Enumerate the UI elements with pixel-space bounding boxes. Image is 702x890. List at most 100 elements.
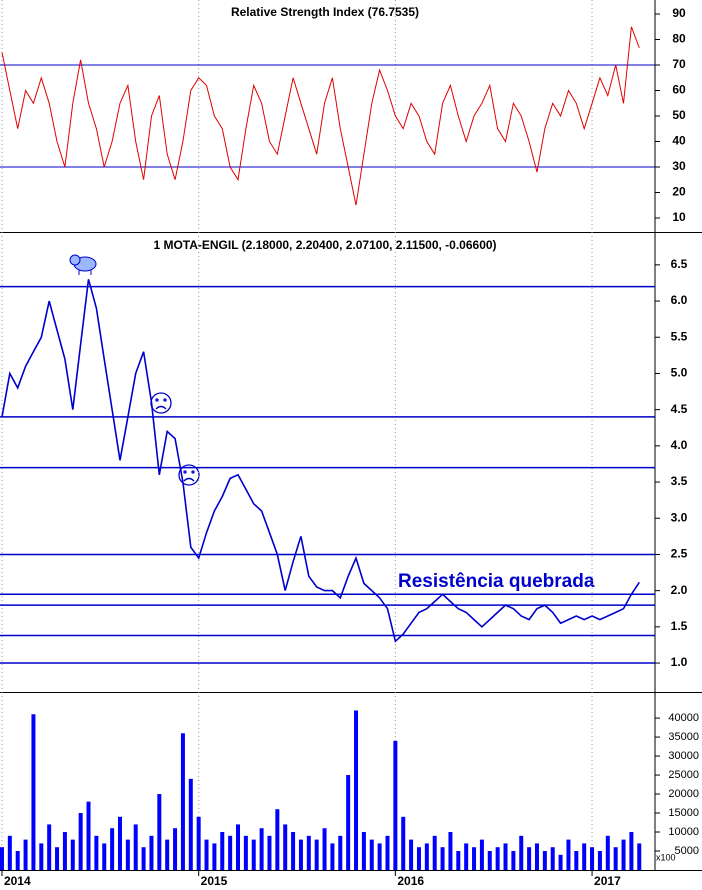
volume-bar	[322, 828, 327, 870]
volume-bar	[527, 847, 532, 870]
volume-bar	[432, 835, 437, 870]
volume-bar	[204, 839, 209, 870]
volume-bar	[110, 828, 115, 870]
volume-bar	[582, 843, 587, 870]
volume-bar	[283, 824, 288, 870]
y-tick-label: 6.5	[671, 257, 688, 271]
volume-bar	[503, 843, 508, 870]
volume-bar	[361, 832, 366, 870]
volume-bar	[31, 714, 36, 870]
volume-bar	[78, 813, 83, 870]
rsi-title: Relative Strength Index (76.7535)	[231, 5, 419, 19]
data-line	[1, 279, 640, 643]
y-tick-label: 60	[672, 83, 686, 97]
x-tick-label: 2017	[594, 874, 621, 888]
volume-bar	[456, 851, 461, 870]
y-tick-label: 5.5	[671, 329, 688, 343]
volume-bar	[558, 854, 563, 870]
y-tick-label: 5000	[675, 845, 699, 857]
y-tick-label: 15000	[668, 807, 699, 819]
y-tick-label: 30	[672, 159, 686, 173]
y-tick-label: 4.0	[671, 438, 688, 452]
y-tick-label: 1.0	[671, 655, 688, 669]
volume-bar	[102, 843, 107, 870]
volume-bar	[15, 851, 20, 870]
volume-bar	[542, 851, 547, 870]
y-tick-label: 10000	[668, 826, 699, 838]
x-tick-label: 2014	[4, 874, 31, 888]
volume-bar	[165, 839, 170, 870]
volume-bar	[605, 835, 610, 870]
volume-bar	[629, 832, 634, 870]
volume-bar	[86, 801, 91, 870]
price-title: 1 MOTA-ENGIL (2.18000, 2.20400, 2.07100,…	[153, 238, 496, 252]
y-tick-label: 40	[672, 134, 686, 148]
volume-bar	[55, 847, 60, 870]
volume-bar	[448, 832, 453, 870]
volume-bar	[141, 847, 146, 870]
annotation: Resistência quebrada	[398, 571, 595, 592]
volume-bar	[7, 835, 12, 870]
volume-bar	[511, 851, 516, 870]
volume-bar	[354, 710, 359, 870]
volume-bar	[212, 843, 217, 870]
x-tick-label: 2016	[397, 874, 424, 888]
y-tick-label: 90	[672, 6, 686, 20]
volume-bar	[70, 839, 75, 870]
y-tick-label: 20000	[668, 788, 699, 800]
volume-bar	[637, 843, 642, 870]
volume-bar	[188, 778, 193, 870]
y-tick-label: 35000	[668, 731, 699, 743]
y-tick-label: 6.0	[671, 293, 688, 307]
y-tick-label: 50	[672, 108, 686, 122]
volume-bar	[236, 824, 241, 870]
volume-bar	[180, 733, 185, 870]
y-tick-label: 3.5	[671, 474, 688, 488]
y-tick-label: 5.0	[671, 366, 688, 380]
y-tick-label: 30000	[668, 750, 699, 762]
volume-bar	[519, 835, 524, 870]
volume-bar	[369, 839, 374, 870]
volume-bar	[472, 847, 477, 870]
volume-bar	[534, 843, 539, 870]
volume-bar	[550, 847, 555, 870]
x-tick-label: 2015	[201, 874, 228, 888]
volume-bar	[275, 809, 280, 870]
volume-bar	[220, 832, 225, 870]
volume-bar	[346, 775, 351, 870]
volume-bar	[495, 847, 500, 870]
volume-bar	[464, 843, 469, 870]
volume-bar	[621, 839, 626, 870]
y-tick-label: 2.0	[671, 583, 688, 597]
y-tick-label: 70	[672, 57, 686, 71]
volume-bar	[613, 847, 618, 870]
volume-bar	[385, 835, 390, 870]
volume-bar	[306, 835, 311, 870]
volume-bar	[416, 847, 421, 870]
volume-bar	[424, 843, 429, 870]
volume-bar	[479, 839, 484, 870]
bear-icon	[69, 254, 97, 275]
volume-bar	[117, 816, 122, 870]
y-tick-label: 20	[672, 185, 686, 199]
volume-bar	[298, 839, 303, 870]
volume-bar	[173, 828, 178, 870]
volume-bar	[149, 835, 154, 870]
volume-bar	[47, 824, 52, 870]
volume-bar	[330, 843, 335, 870]
volume-bar	[157, 794, 162, 870]
volume-bar	[125, 839, 130, 870]
volume-bar	[94, 835, 99, 870]
volume-bar	[0, 847, 4, 870]
volume-bar	[409, 839, 414, 870]
volume-bar	[267, 835, 272, 870]
volume-bar	[23, 839, 28, 870]
volume-bar	[338, 835, 343, 870]
y-tick-label: 1.5	[671, 619, 688, 633]
volume-bar	[259, 828, 264, 870]
volume-bar	[574, 851, 579, 870]
volume-bar	[314, 839, 319, 870]
